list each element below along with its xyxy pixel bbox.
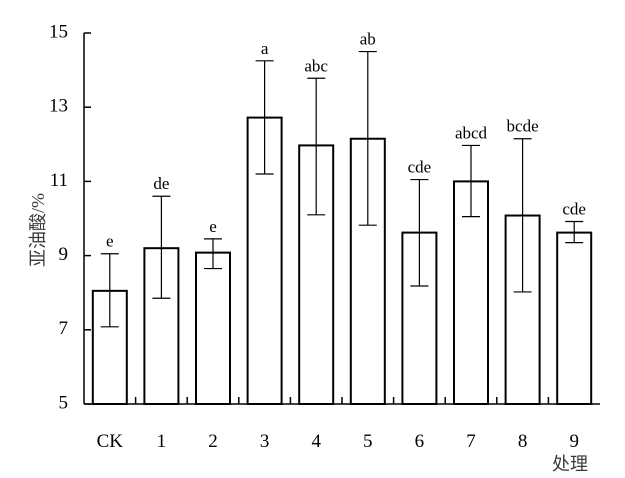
error-bars bbox=[100, 50, 584, 328]
significance-labels: e de e a abc ab cde abcd bcde cde bbox=[106, 30, 586, 251]
significance-label: bcde bbox=[507, 117, 539, 136]
bars bbox=[91, 116, 593, 406]
y-tick-label: 7 bbox=[59, 318, 69, 339]
y-tick-label: 13 bbox=[49, 96, 68, 117]
significance-label: ab bbox=[360, 30, 376, 49]
x-tick-label: 5 bbox=[363, 431, 373, 452]
x-tick-label: 6 bbox=[415, 431, 425, 452]
bar bbox=[143, 247, 180, 405]
significance-label: abc bbox=[304, 56, 328, 75]
x-tick-label: 9 bbox=[569, 431, 579, 452]
x-axis: CK 1 2 3 4 5 6 7 8 9 bbox=[84, 397, 600, 452]
x-tick-label: 1 bbox=[157, 431, 167, 452]
x-tick-label: 3 bbox=[260, 431, 270, 452]
significance-label: cde bbox=[408, 158, 432, 177]
significance-label: a bbox=[261, 39, 269, 58]
significance-label: e bbox=[106, 232, 114, 251]
y-tick-label: 15 bbox=[49, 21, 68, 42]
x-axis-label: 处理 bbox=[552, 454, 588, 474]
bar bbox=[556, 231, 593, 405]
significance-label: cde bbox=[562, 199, 586, 218]
x-tick-label: CK bbox=[97, 431, 124, 452]
y-tick-label: 11 bbox=[50, 170, 68, 191]
y-axis: 5 7 9 11 13 15 bbox=[49, 21, 91, 413]
y-tick-label: 9 bbox=[59, 244, 69, 265]
y-tick-label: 5 bbox=[59, 392, 69, 413]
x-tick-label: 8 bbox=[518, 431, 528, 452]
x-tick-label: 2 bbox=[208, 431, 218, 452]
y-axis-label: 亚油酸/% bbox=[28, 193, 48, 267]
bar bbox=[195, 251, 231, 405]
significance-label: de bbox=[153, 174, 169, 193]
x-tick-label: 7 bbox=[466, 431, 476, 452]
x-tick-label: 4 bbox=[311, 431, 321, 452]
significance-label: abcd bbox=[455, 123, 488, 142]
significance-label: e bbox=[209, 217, 217, 236]
